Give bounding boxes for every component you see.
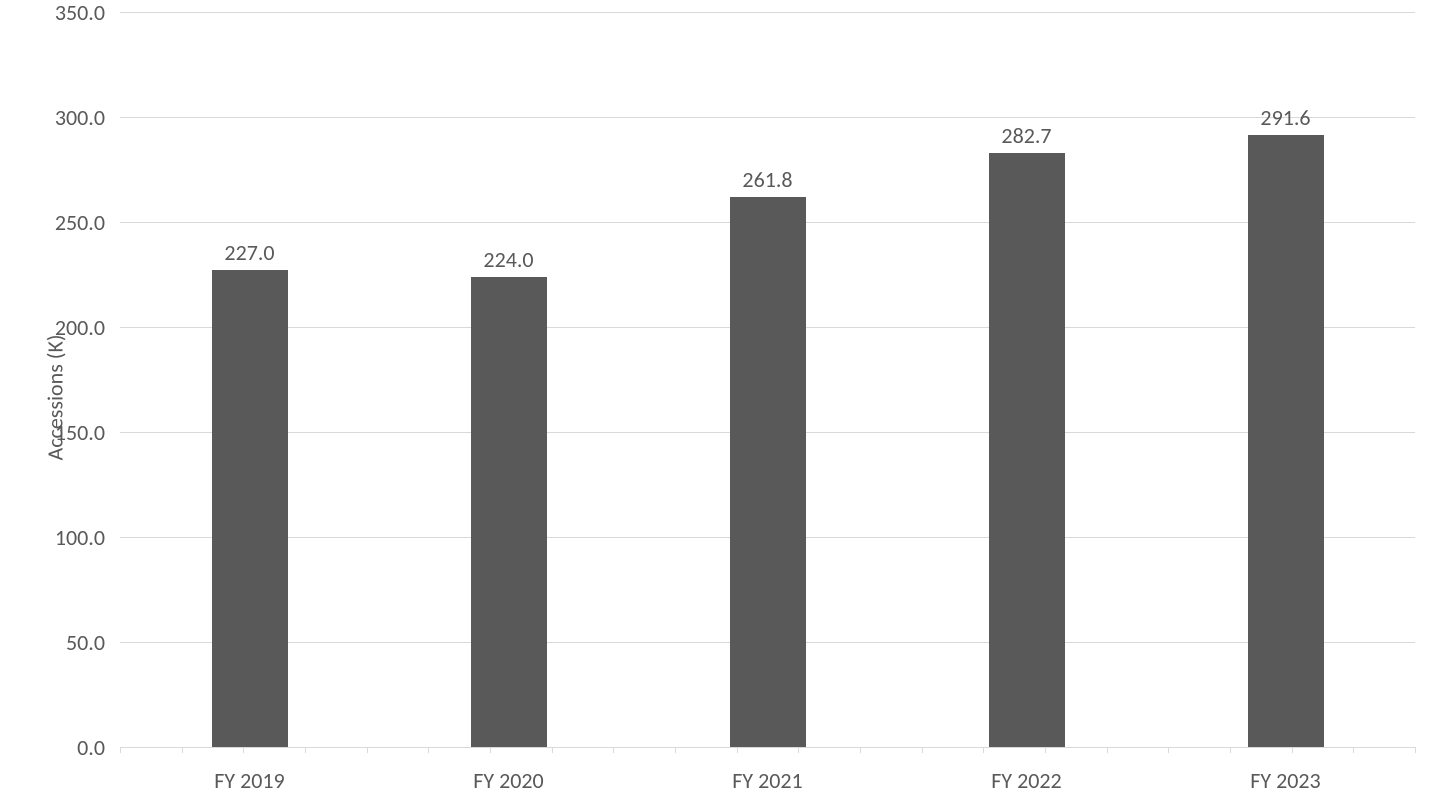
data-label: 227.0 — [200, 239, 300, 266]
data-label: 291.6 — [1236, 104, 1336, 131]
data-label: 261.8 — [718, 166, 818, 193]
x-minor-tick — [860, 747, 861, 753]
bar — [1248, 135, 1324, 747]
x-minor-tick — [675, 747, 676, 753]
bar — [212, 270, 288, 747]
data-label: 224.0 — [459, 246, 559, 273]
x-minor-tick — [367, 747, 368, 753]
x-minor-tick — [922, 747, 923, 753]
bar — [989, 153, 1065, 747]
x-minor-tick — [1353, 747, 1354, 753]
gridline — [120, 747, 1415, 748]
y-tick-label: 250.0 — [45, 209, 105, 236]
data-label: 282.7 — [977, 122, 1077, 149]
x-minor-tick — [1107, 747, 1108, 753]
bar — [471, 277, 547, 747]
x-tick-label: FY 2021 — [688, 767, 848, 794]
x-tick-label: FY 2019 — [170, 767, 330, 794]
gridline — [120, 12, 1415, 13]
x-minor-tick — [305, 747, 306, 753]
x-tick-label: FY 2020 — [429, 767, 589, 794]
y-tick-label: 0.0 — [45, 734, 105, 761]
bar — [730, 197, 806, 747]
y-tick-label: 350.0 — [45, 0, 105, 26]
x-minor-tick — [798, 747, 799, 753]
x-minor-tick — [1415, 747, 1416, 753]
x-minor-tick — [1168, 747, 1169, 753]
x-tick-label: FY 2022 — [947, 767, 1107, 794]
y-tick-label: 100.0 — [45, 524, 105, 551]
gridline — [120, 117, 1415, 118]
x-minor-tick — [120, 747, 121, 753]
x-minor-tick — [1292, 747, 1293, 753]
chart-container: Accessions (K) 0.050.0100.0150.0200.0250… — [0, 0, 1429, 808]
y-tick-label: 150.0 — [45, 419, 105, 446]
x-minor-tick — [737, 747, 738, 753]
x-minor-tick — [983, 747, 984, 753]
x-minor-tick — [552, 747, 553, 753]
y-tick-label: 200.0 — [45, 314, 105, 341]
x-minor-tick — [243, 747, 244, 753]
x-minor-tick — [1230, 747, 1231, 753]
x-minor-tick — [490, 747, 491, 753]
x-minor-tick — [428, 747, 429, 753]
x-tick-label: FY 2023 — [1206, 767, 1366, 794]
y-tick-label: 50.0 — [45, 629, 105, 656]
y-tick-label: 300.0 — [45, 104, 105, 131]
x-minor-tick — [613, 747, 614, 753]
x-minor-tick — [1045, 747, 1046, 753]
x-minor-tick — [182, 747, 183, 753]
